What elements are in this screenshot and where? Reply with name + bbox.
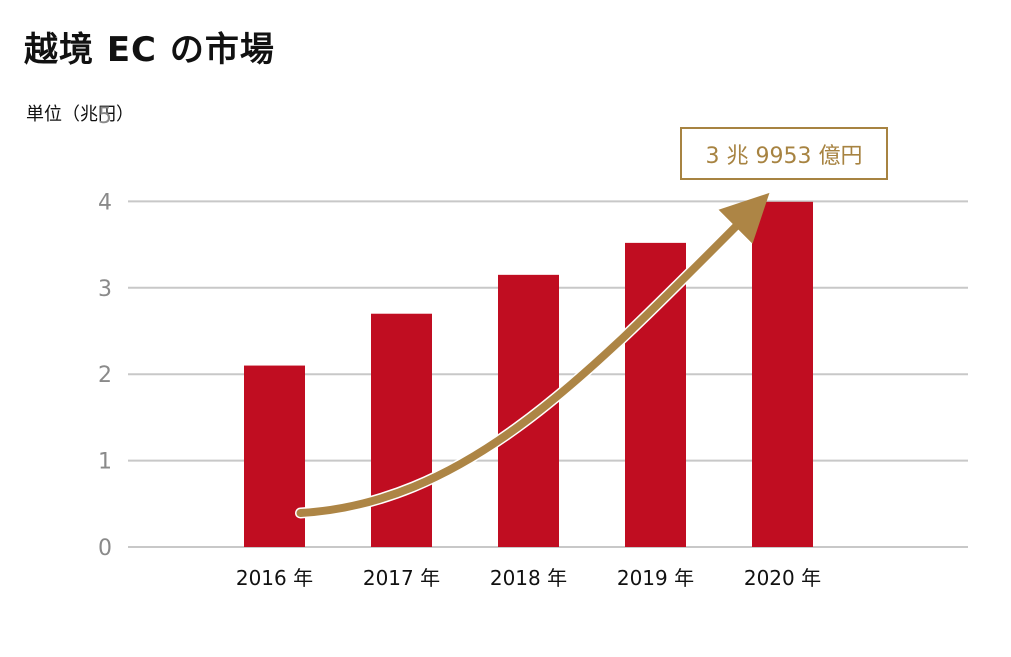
x-axis-ticks: 2016 年 2017 年 2018 年 2019 年 2020 年 bbox=[236, 566, 821, 590]
x-tick-label-1: 2017 年 bbox=[363, 566, 440, 590]
x-tick-label-4: 2020 年 bbox=[744, 566, 821, 590]
growth-arrow bbox=[295, 192, 770, 519]
y-tick-label-5: 5 bbox=[98, 104, 112, 129]
callout-box: 3 兆 9953 億円 bbox=[680, 127, 888, 180]
y-tick-label-1: 1 bbox=[98, 450, 112, 475]
y-tick-label-4: 4 bbox=[98, 190, 112, 215]
unit-label: 単位（兆円） bbox=[26, 104, 134, 125]
growth-arrow-line bbox=[296, 192, 770, 517]
x-tick-label-0: 2016 年 bbox=[236, 566, 313, 590]
callout-text: 3 兆 9953 億円 bbox=[706, 144, 863, 169]
bar-0 bbox=[244, 365, 305, 547]
chart-title: 越境 EC の市場 bbox=[24, 30, 275, 70]
y-axis-ticks: 0 1 2 3 4 5 bbox=[98, 104, 112, 561]
bar-2 bbox=[498, 274, 559, 547]
x-tick-label-2: 2018 年 bbox=[490, 566, 567, 590]
x-tick-label-3: 2019 年 bbox=[617, 566, 694, 590]
callout-border bbox=[680, 127, 888, 180]
y-tick-label-0: 0 bbox=[98, 536, 112, 561]
y-tick-label-2: 2 bbox=[98, 363, 112, 388]
bars bbox=[244, 201, 813, 547]
bar-4 bbox=[752, 201, 813, 547]
bar-1 bbox=[371, 313, 432, 547]
y-tick-label-3: 3 bbox=[98, 277, 112, 302]
